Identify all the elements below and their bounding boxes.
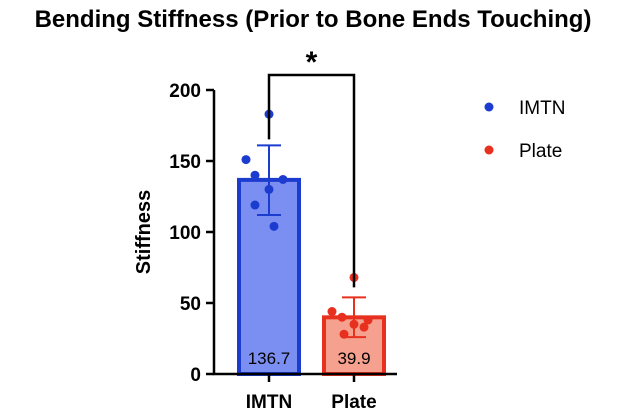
legend-label-imtn: IMTN (519, 98, 565, 119)
data-point-imtn (241, 155, 251, 165)
y-tick-label: 0 (190, 365, 201, 386)
significance-label: * (306, 46, 318, 79)
y-tick-label: 100 (169, 223, 201, 244)
data-point-plate (339, 329, 349, 339)
data-point-imtn (278, 174, 288, 184)
value-label-plate: 39.9 (337, 349, 370, 368)
category-label-imtn: IMTN (246, 392, 292, 413)
category-label-plate: Plate (331, 392, 376, 413)
data-point-plate (359, 322, 369, 332)
legend-label-plate: Plate (519, 141, 562, 162)
data-point-imtn (269, 221, 279, 231)
legend: IMTN Plate (484, 98, 565, 162)
y-tick-label: 50 (180, 294, 201, 315)
data-point-imtn (250, 170, 260, 180)
legend-marker-plate (484, 145, 494, 155)
data-point-plate (337, 312, 347, 322)
data-point-imtn (264, 184, 274, 194)
significance-bracket (267, 73, 356, 288)
legend-marker-imtn (484, 102, 494, 112)
plot-area: 136.7 IMTN 39.9 Plate 0 50 100 150 200 * (169, 46, 397, 413)
data-point-imtn (250, 200, 260, 210)
y-tick-label: 200 (169, 81, 201, 102)
chart-title: Bending Stiffness (Prior to Bone Ends To… (35, 6, 592, 33)
y-axis-label: Stiffness (133, 190, 155, 274)
data-point-plate (327, 307, 337, 317)
value-label-imtn: 136.7 (248, 349, 291, 368)
data-point-plate (349, 319, 359, 329)
data-point-plate (363, 315, 373, 325)
y-tick-label: 150 (169, 152, 201, 173)
